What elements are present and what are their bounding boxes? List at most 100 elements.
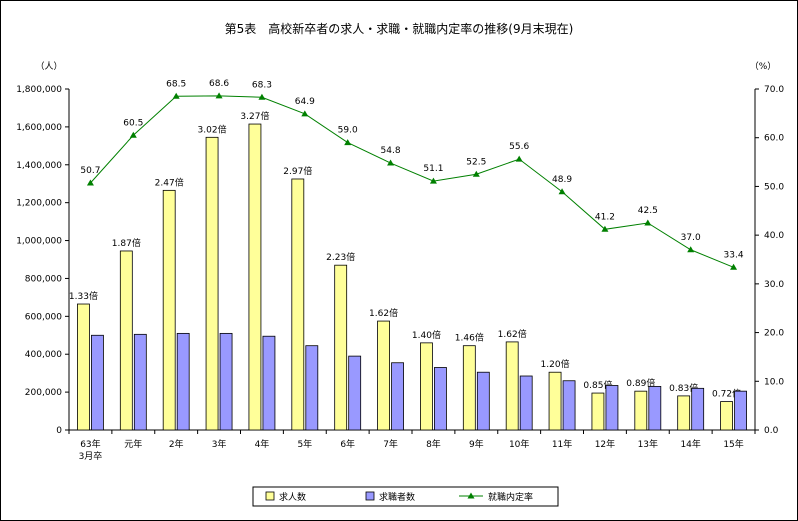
bar-求人数 (205, 136, 219, 431)
point-就職内定率 (601, 225, 609, 232)
x-tick-label: 12年 (595, 438, 615, 450)
bar-求職者数 (262, 335, 276, 431)
ratio-label: 1.62倍 (498, 328, 527, 340)
plot-area: 0 200,000 400,000 600,000 800,000 1,000,000 1,… (16, 79, 784, 462)
rate-label: 60.5 (123, 118, 143, 128)
legend-swatch-求人数 (265, 491, 275, 501)
right-tick-label: 30.0 (764, 280, 784, 290)
right-tick-label: 10.0 (764, 377, 784, 387)
point-就職内定率 (730, 263, 738, 270)
left-tick-label: 800,000 (25, 274, 62, 284)
x-tick-label: 13年 (638, 438, 658, 450)
bar-求職者数 (219, 332, 233, 431)
rate-label: 68.6 (209, 79, 229, 89)
rate-label: 52.5 (466, 157, 486, 167)
left-tick-label: 1,000,000 (16, 237, 62, 247)
point-就職内定率 (472, 170, 480, 177)
left-tick-label: 1,200,000 (16, 199, 62, 209)
bar-求人数 (677, 395, 691, 431)
rate-label: 41.2 (595, 212, 615, 222)
right-tick-label: 20.0 (764, 329, 784, 339)
x-tick-label: 11年 (552, 438, 572, 450)
rate-label: 51.1 (423, 164, 443, 174)
bar-求職者数 (476, 371, 490, 431)
bar-求人数 (248, 123, 262, 431)
left-tick-label: 600,000 (25, 312, 62, 322)
point-就職内定率 (387, 159, 395, 166)
bar-求人数 (591, 392, 605, 431)
bar-求職者数 (91, 334, 104, 431)
rate-label: 64.9 (295, 97, 315, 107)
rate-label: 37.0 (681, 233, 701, 243)
x-tick-label: 7年 (383, 438, 398, 450)
ratio-label: 1.62倍 (369, 307, 398, 319)
point-就職内定率 (129, 131, 137, 138)
point-就職内定率 (687, 246, 695, 253)
bar-求職者数 (305, 345, 319, 431)
x-tick-label: 63年 (80, 438, 100, 450)
ratio-label: 0.85倍 (583, 379, 612, 391)
legend-marker-就職内定率 (467, 492, 475, 499)
left-tick-label: 1,400,000 (16, 161, 62, 171)
left-tick-label: 0 (56, 426, 62, 436)
left-tick-label: 200,000 (25, 388, 62, 398)
rate-label: 54.8 (381, 146, 401, 156)
bar-求人数 (77, 303, 90, 431)
bar-求職者数 (734, 390, 747, 431)
x-tick-label: 3年 (212, 438, 227, 450)
point-就職内定率 (301, 110, 309, 117)
point-就職内定率 (172, 92, 180, 99)
bar-求人数 (548, 371, 562, 431)
ratio-label: 0.89倍 (626, 377, 655, 389)
legend-swatch-求職者数 (365, 491, 375, 501)
ratio-label: 1.20倍 (541, 358, 570, 370)
rate-label: 68.5 (166, 79, 186, 89)
bar-求人数 (505, 341, 519, 431)
right-tick-label: 50.0 (764, 182, 784, 192)
x-tick-label: 2年 (169, 438, 184, 450)
bar-求人数 (720, 401, 733, 431)
bar-求人数 (462, 345, 476, 431)
ratio-label: 3.02倍 (198, 123, 227, 135)
right-tick-label: 40.0 (764, 231, 784, 241)
legend-label-求職者数: 求職者数 (379, 491, 415, 503)
chart-title: 第5表 高校新卒者の求人・求職・就職内定率の推移(9月末現在) (225, 21, 574, 36)
left-axis-unit: （人） (35, 61, 62, 72)
ratio-label: 1.46倍 (455, 332, 484, 344)
rate-label: 33.4 (724, 250, 744, 260)
left-tick-label: 1,800,000 (16, 85, 62, 95)
left-tick-label: 1,600,000 (16, 123, 62, 133)
point-就職内定率 (258, 93, 266, 100)
bar-求人数 (119, 250, 133, 431)
point-就職内定率 (86, 179, 94, 186)
x-tick-label: 10年 (509, 438, 529, 450)
x-tick-label: 9年 (469, 438, 484, 450)
right-tick-label: 0.0 (764, 426, 779, 436)
point-就職内定率 (429, 177, 437, 184)
point-就職内定率 (515, 155, 523, 162)
bar-求人数 (291, 178, 305, 431)
rate-label: 50.7 (80, 166, 100, 176)
legend: 求人数 求職者数 就職内定率 (252, 486, 559, 507)
bar-求人数 (634, 390, 648, 431)
rate-label: 55.6 (509, 142, 529, 152)
point-就職内定率 (558, 188, 566, 195)
x-tick-label: 3月卒 (79, 450, 103, 462)
bar-求職者数 (176, 332, 190, 431)
rate-label: 59.0 (338, 126, 358, 136)
bar-求職者数 (133, 333, 147, 431)
bar-求職者数 (348, 355, 362, 431)
ratio-label: 2.23倍 (326, 251, 355, 263)
bar-求人数 (162, 189, 176, 431)
bar-求職者数 (648, 386, 662, 431)
rate-label: 68.3 (252, 80, 272, 90)
bar-求人数 (420, 342, 433, 431)
x-tick-label: 6年 (340, 438, 355, 450)
bar-求職者数 (605, 385, 619, 431)
right-axis-unit: （%） (750, 61, 777, 72)
left-tick-label: 400,000 (25, 350, 62, 360)
x-tick-label: 15年 (723, 438, 743, 450)
rate-label: 48.9 (552, 175, 572, 185)
ratio-label: 0.83倍 (669, 382, 698, 394)
